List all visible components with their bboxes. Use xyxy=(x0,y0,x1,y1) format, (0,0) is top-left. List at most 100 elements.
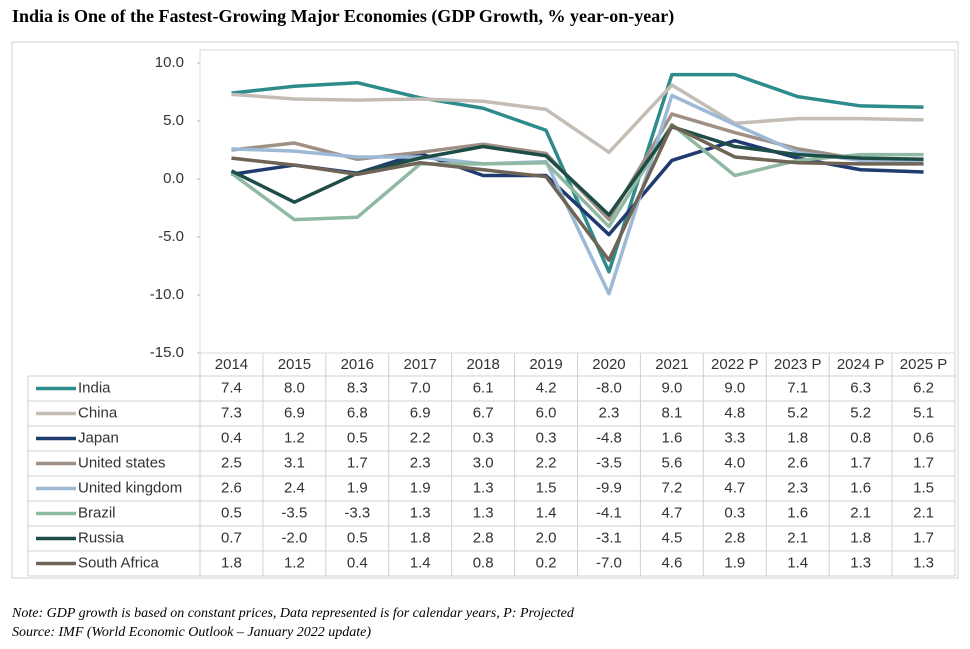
data-label: 2.3 xyxy=(787,479,808,496)
data-label: 5.2 xyxy=(850,404,871,421)
data-label: 1.2 xyxy=(284,429,305,446)
x-tick-label: 2023 P xyxy=(774,356,822,373)
series-line xyxy=(231,123,924,262)
data-label: 2.8 xyxy=(473,529,494,546)
series-line xyxy=(231,72,924,274)
data-label: 6.8 xyxy=(347,404,368,421)
x-tick-label: 2020 xyxy=(592,356,625,373)
data-label: 6.3 xyxy=(850,379,871,396)
data-label: 2.1 xyxy=(787,529,808,546)
data-label: 0.6 xyxy=(913,429,934,446)
x-tick-label: 2022 P xyxy=(711,356,759,373)
data-label: 1.5 xyxy=(536,479,557,496)
data-label: 1.3 xyxy=(850,554,871,571)
data-label: 1.7 xyxy=(913,454,934,471)
data-label: 2.0 xyxy=(536,529,557,546)
legend-label: Brazil xyxy=(78,504,116,521)
data-label: 0.4 xyxy=(221,429,242,446)
data-label: 1.2 xyxy=(284,554,305,571)
data-label: -4.1 xyxy=(596,504,622,521)
legend-label: South Africa xyxy=(78,554,160,571)
y-tick-label: 5.0 xyxy=(163,112,184,129)
x-tick-label: 2021 xyxy=(655,356,688,373)
data-label: 1.3 xyxy=(473,504,494,521)
data-label: 4.6 xyxy=(661,554,682,571)
x-tick-label: 2016 xyxy=(341,356,374,373)
data-label: 1.8 xyxy=(787,429,808,446)
data-label: 1.6 xyxy=(661,429,682,446)
legend-label: Russia xyxy=(78,529,125,546)
y-tick-label: -10.0 xyxy=(150,286,184,303)
data-label: 1.9 xyxy=(410,479,431,496)
data-label: 2.2 xyxy=(536,454,557,471)
y-tick-label: 10.0 xyxy=(155,54,184,71)
y-tick-label: -15.0 xyxy=(150,344,184,361)
data-label: 5.6 xyxy=(661,454,682,471)
data-label: 1.4 xyxy=(787,554,808,571)
data-label: 4.0 xyxy=(724,454,745,471)
x-tick-label: 2017 xyxy=(404,356,437,373)
data-label: 1.4 xyxy=(410,554,431,571)
data-label: 2.4 xyxy=(284,479,305,496)
data-label: 1.8 xyxy=(410,529,431,546)
data-label: 1.8 xyxy=(221,554,242,571)
data-label: 2.6 xyxy=(787,454,808,471)
data-label: -3.5 xyxy=(596,454,622,471)
data-label: 6.2 xyxy=(913,379,934,396)
data-label: -9.9 xyxy=(596,479,622,496)
data-label: -2.0 xyxy=(281,529,307,546)
data-label: 1.5 xyxy=(913,479,934,496)
data-label: 0.8 xyxy=(473,554,494,571)
data-label: 0.5 xyxy=(221,504,242,521)
data-label: 7.0 xyxy=(410,379,431,396)
data-label: 1.4 xyxy=(536,504,557,521)
x-tick-label: 2024 P xyxy=(837,356,885,373)
legend-label: United kingdom xyxy=(78,479,182,496)
data-label: 0.5 xyxy=(347,429,368,446)
data-label: 8.3 xyxy=(347,379,368,396)
data-label: -3.3 xyxy=(344,504,370,521)
data-label: 0.7 xyxy=(221,529,242,546)
data-label: 6.7 xyxy=(473,404,494,421)
y-tick-label: 0.0 xyxy=(163,170,184,187)
source: Source: IMF (World Economic Outlook – Ja… xyxy=(12,625,371,640)
data-label: 1.6 xyxy=(850,479,871,496)
x-tick-label: 2019 xyxy=(529,356,562,373)
legend-label: India xyxy=(78,379,111,396)
data-label: -3.5 xyxy=(281,504,307,521)
data-label: 0.3 xyxy=(724,504,745,521)
data-label: 6.9 xyxy=(410,404,431,421)
data-label: 0.5 xyxy=(347,529,368,546)
data-label: 6.9 xyxy=(284,404,305,421)
data-label: -4.8 xyxy=(596,429,622,446)
data-label: 6.0 xyxy=(536,404,557,421)
x-tick-label: 2014 xyxy=(215,356,248,373)
data-label: 1.7 xyxy=(347,454,368,471)
data-label: 1.9 xyxy=(724,554,745,571)
data-label: 4.2 xyxy=(536,379,557,396)
data-label: 6.1 xyxy=(473,379,494,396)
data-label: 4.7 xyxy=(724,479,745,496)
x-tick-label: 2018 xyxy=(466,356,499,373)
data-label: 1.8 xyxy=(850,529,871,546)
series-line xyxy=(230,125,924,217)
data-label: 5.2 xyxy=(787,404,808,421)
data-label: 2.1 xyxy=(913,504,934,521)
data-label: 7.1 xyxy=(787,379,808,396)
data-label: 5.1 xyxy=(913,404,934,421)
chart-frame xyxy=(11,41,959,579)
x-tick-label: 2015 xyxy=(278,356,311,373)
data-label: 1.3 xyxy=(473,479,494,496)
data-label: 2.3 xyxy=(599,404,620,421)
data-label: 1.7 xyxy=(850,454,871,471)
data-label: 1.9 xyxy=(347,479,368,496)
data-label: 0.3 xyxy=(536,429,557,446)
series-line xyxy=(231,83,924,155)
data-label: 0.4 xyxy=(347,554,368,571)
data-label: 7.2 xyxy=(661,479,682,496)
legend-label: United states xyxy=(78,454,166,471)
data-label: 2.3 xyxy=(410,454,431,471)
data-label: 2.2 xyxy=(410,429,431,446)
chart-title: India is One of the Fastest-Growing Majo… xyxy=(12,6,674,27)
